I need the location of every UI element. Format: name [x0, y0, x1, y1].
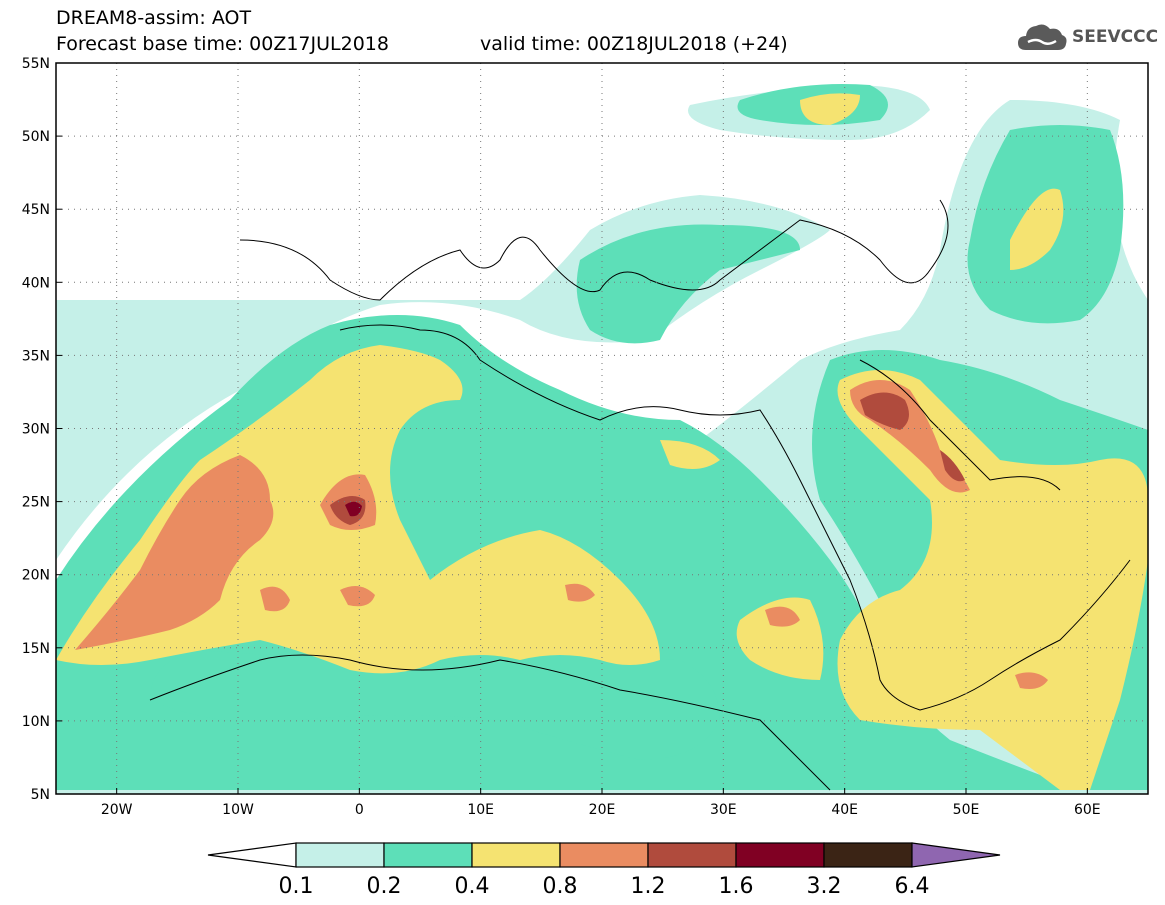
longitude-tick-label: 20E	[589, 802, 616, 818]
colorbar-segment	[735, 842, 825, 868]
cloud-icon	[1018, 24, 1067, 50]
colorbar-over-arrow	[911, 842, 1001, 868]
logo-text: SEEVCCC	[1072, 27, 1159, 47]
colorbar-segment	[647, 842, 737, 868]
colorbar-label: 0.1	[279, 874, 314, 899]
colorbar-label: 0.8	[543, 874, 578, 899]
colorbar-under-arrow	[207, 842, 297, 868]
latitude-tick-label: 25N	[22, 495, 50, 511]
colorbar-segment	[823, 842, 913, 868]
aot-band-1.6	[345, 501, 362, 517]
latitude-tick-label: 15N	[22, 641, 50, 657]
latitude-labels: 55N 50N 45N 40N 35N 30N 25N 20N 15N 10N 5N	[22, 56, 62, 803]
colorbar-segment	[559, 842, 649, 868]
longitude-tick-label: 10W	[222, 802, 254, 818]
longitude-tick-label: 30E	[710, 802, 737, 818]
colorbar-segment	[471, 842, 561, 868]
colorbar-label: 6.4	[895, 874, 930, 899]
coastlines	[149, 199, 1131, 791]
latitude-tick-label: 50N	[22, 129, 50, 145]
valid-time: valid time: 00Z18JUL2018 (+24)	[480, 33, 788, 55]
longitude-tick-label: 60E	[1074, 802, 1101, 818]
latitude-tick-label: 35N	[22, 348, 50, 364]
longitude-tick-label: 50E	[953, 802, 980, 818]
longitude-tick-label: 0	[355, 802, 364, 818]
latitude-tick-label: 55N	[22, 56, 50, 72]
latitude-tick-label: 10N	[22, 714, 50, 730]
colorbar-label: 3.2	[807, 874, 842, 899]
longitude-tick-label: 10E	[467, 802, 494, 818]
colorbar-label: 0.2	[367, 874, 402, 899]
latitude-tick-label: 40N	[22, 275, 50, 291]
longitude-labels: 20W 10W 0 10E 20E 30E 40E 50E 60E	[101, 788, 1101, 818]
colorbar-segment	[295, 842, 385, 868]
colorbar-label: 1.6	[719, 874, 754, 899]
map-title: DREAM8-assim: AOT	[56, 7, 252, 29]
colorbar-label: 1.2	[631, 874, 666, 899]
colorbar-label: 0.4	[455, 874, 490, 899]
seevccc-logo: SEEVCCC	[1016, 20, 1158, 54]
latitude-tick-label: 45N	[22, 202, 50, 218]
longitude-tick-label: 40E	[831, 802, 858, 818]
longitude-tick-label: 20W	[101, 802, 133, 818]
latitude-tick-label: 20N	[22, 568, 50, 584]
latitude-tick-label: 5N	[31, 787, 50, 803]
aot-field	[56, 63, 1148, 794]
latitude-tick-label: 30N	[22, 422, 50, 438]
forecast-base-time: Forecast base time: 00Z17JUL2018	[56, 33, 389, 55]
colorbar-segment	[383, 842, 473, 868]
colorbar: 0.1 0.2 0.4 0.8 1.2 1.6 3.2 6.4	[207, 842, 1001, 899]
